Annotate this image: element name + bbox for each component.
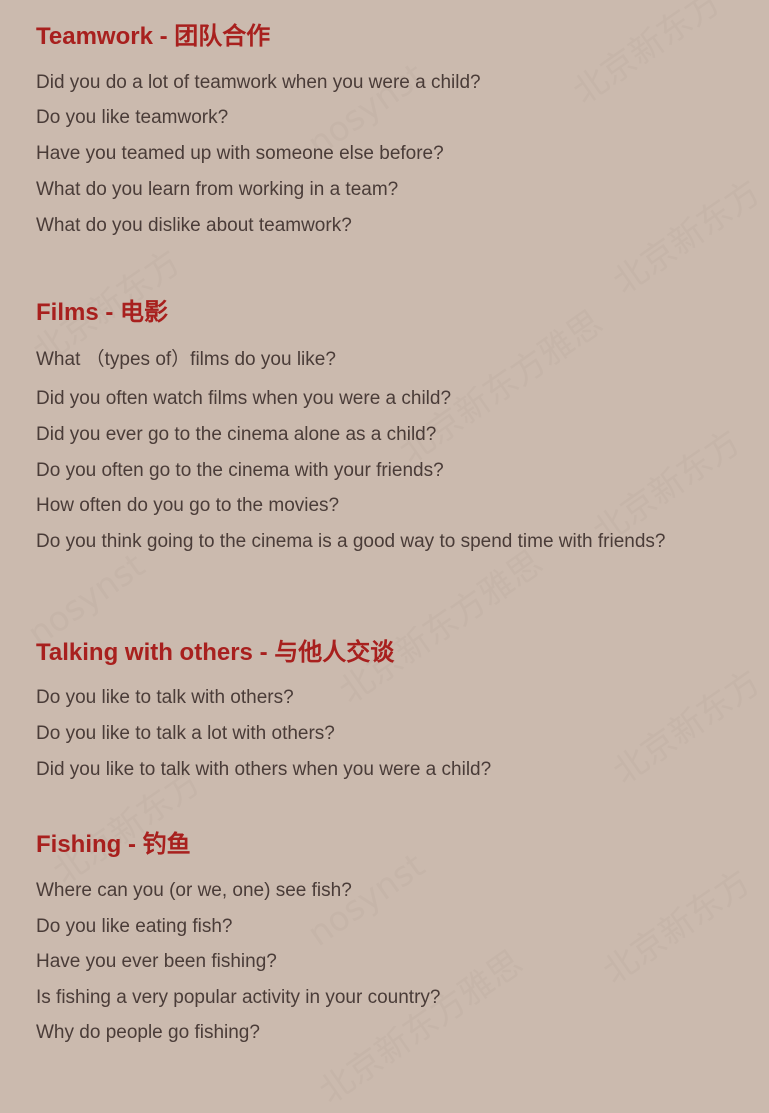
section-heading-talking: Talking with others - 与他人交谈 — [36, 639, 395, 666]
watermark-mark: 北京新东方 — [595, 862, 759, 993]
question-item: Do you like to talk a lot with others? — [36, 723, 335, 744]
document-page: 北京新东方 nosynst 北京新东方 北京新东方 北京新东方雅思 北京新东方 … — [36, 0, 769, 1043]
question-item: Do you often go to the cinema with your … — [36, 460, 444, 481]
watermark-mark: 北京新东方雅思 — [332, 542, 550, 713]
question-item: What do you dislike about teamwork? — [36, 215, 352, 236]
watermark-mark: 北京新东方雅思 — [312, 942, 530, 1113]
question-item: Do you like teamwork? — [36, 107, 229, 128]
watermark-mark: 北京新东方 — [605, 662, 769, 793]
watermark-mark: 北京新东方 — [605, 172, 769, 303]
question-item: Do you think going to the cinema is a go… — [36, 531, 666, 552]
question-item: Did you like to talk with others when yo… — [36, 759, 492, 780]
section-heading-teamwork: Teamwork - 团队合作 — [36, 23, 271, 50]
question-item: Have you teamed up with someone else bef… — [36, 143, 444, 164]
question-item: Did you ever go to the cinema alone as a… — [36, 424, 437, 445]
question-item: How often do you go to the movies? — [36, 495, 340, 516]
question-item: Where can you (or we, one) see fish? — [36, 880, 352, 901]
section-heading-fishing: Fishing - 钓鱼 — [36, 831, 191, 858]
question-item: What （types of）films do you like? — [36, 349, 336, 370]
section-heading-films: Films - 电影 — [36, 299, 169, 326]
question-item: What do you learn from working in a team… — [36, 179, 399, 200]
question-item: Did you often watch films when you were … — [36, 388, 452, 409]
question-item: Did you do a lot of teamwork when you we… — [36, 72, 481, 93]
question-item: Have you ever been fishing? — [36, 951, 277, 972]
question-item: Do you like eating fish? — [36, 916, 233, 937]
question-item: Why do people go fishing? — [36, 1022, 260, 1043]
question-item: Is fishing a very popular activity in yo… — [36, 987, 441, 1008]
watermark-mark: 北京新东方 — [565, 0, 729, 113]
question-item: Do you like to talk with others? — [36, 687, 294, 708]
